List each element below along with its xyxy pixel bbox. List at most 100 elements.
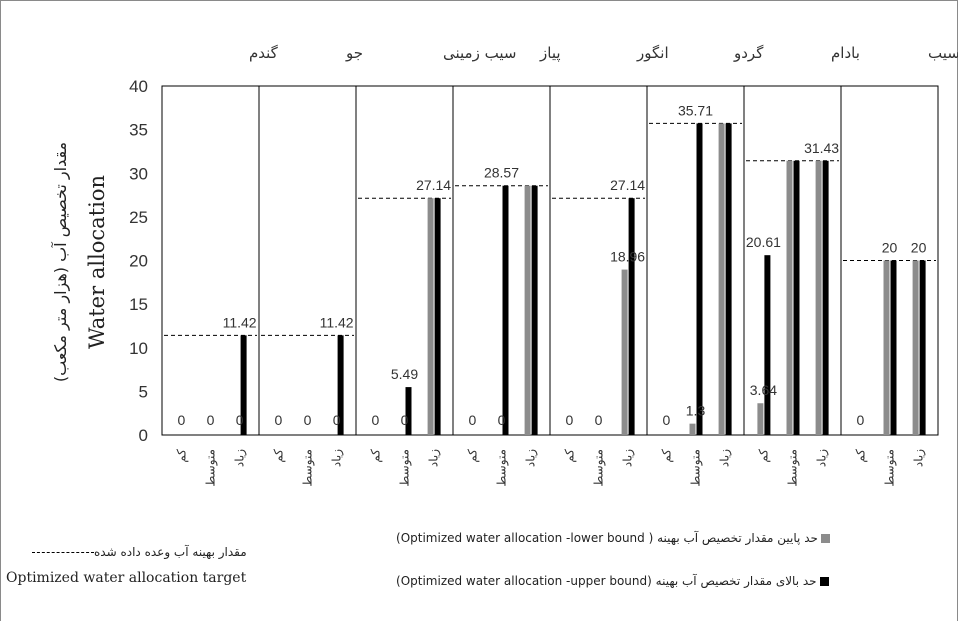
bar-lower: [524, 185, 531, 435]
data-label: 0: [595, 412, 603, 428]
x-tick-label: زیاد: [815, 449, 830, 467]
data-label: 5.49: [391, 366, 418, 382]
data-label: 0: [236, 412, 244, 428]
x-tick-label: متوسط: [301, 449, 316, 487]
x-tick-label: زیاد: [524, 449, 539, 467]
x-tick-label: متوسط: [592, 449, 607, 487]
data-label: 20: [882, 240, 898, 256]
data-label: 31.43: [804, 140, 839, 156]
legend-upper-bound: حد بالای مقدار تخصیص آب بهینه (Optimized…: [396, 574, 832, 588]
bar-upper: [890, 260, 897, 435]
x-tick-label: زیاد: [427, 449, 442, 467]
x-tick-label: متوسط: [398, 449, 413, 487]
bar-upper: [405, 387, 412, 435]
water-allocation-chart: 0 5 10 15 20 25 30 35 40 مقدار تخصیص آب (هزار متر…: [51, 44, 958, 487]
bar-lower: [718, 123, 725, 436]
y-tick-label: 35: [129, 121, 148, 140]
bar-upper: [502, 185, 509, 435]
bar-upper: [919, 260, 926, 435]
x-tick-label: کم: [271, 449, 285, 463]
data-label: 28.57: [484, 165, 519, 181]
x-tick-label: زیاد: [330, 449, 345, 467]
x-tick-label: کم: [756, 449, 770, 463]
x-tick-label: متوسط: [495, 449, 510, 487]
legend-target-en-label: Optimized water allocation target: [6, 570, 247, 586]
bar-upper: [240, 335, 247, 435]
x-tick-label: کم: [174, 449, 188, 463]
y-tick-label: 5: [139, 382, 148, 401]
data-label: 18.96: [610, 249, 645, 265]
group-label: گندم: [249, 44, 279, 62]
x-tick-label: زیاد: [912, 449, 927, 467]
legend-target-dash: [32, 552, 94, 553]
bar-lower: [912, 260, 919, 435]
bar-lower: [786, 160, 793, 435]
bar-upper: [764, 255, 771, 435]
x-tick-label: کم: [853, 449, 867, 463]
data-label: 1.3: [686, 403, 706, 419]
data-label: 27.14: [610, 177, 645, 193]
data-label: 11.42: [223, 314, 257, 330]
group-label: بادام: [831, 44, 860, 62]
data-label: 0: [333, 412, 341, 428]
x-tick-label: کم: [368, 449, 382, 463]
group-label: سیب: [928, 44, 958, 62]
y-tick-label: 40: [129, 77, 148, 96]
y-axis-label-en: Water allocation: [85, 175, 109, 349]
data-label: 0: [401, 412, 409, 428]
y-tick-label: 25: [129, 208, 148, 227]
group-label: سیب زمینی: [443, 44, 516, 62]
x-tick-label: کم: [659, 449, 673, 463]
x-tick-label: زیاد: [621, 449, 636, 467]
group-label: انگور: [636, 44, 669, 62]
data-label: 0: [304, 412, 312, 428]
x-tick-label: متوسط: [689, 449, 704, 487]
y-axis-label-fa: مقدار تخصیص آب (هزار متر مکعب): [51, 142, 71, 382]
legend-lower-swatch: [820, 534, 830, 543]
group-label: جو: [345, 44, 363, 62]
data-label: 0: [178, 412, 186, 428]
legend-lower-label: حد پایین مقدار تخصیص آب بهینه ( Optimize…: [396, 531, 818, 545]
data-label: 35.71: [678, 102, 713, 118]
legend-upper-swatch: [819, 577, 829, 586]
data-label: 20: [911, 240, 927, 256]
data-label: 0: [207, 412, 215, 428]
data-label: 0: [275, 412, 283, 428]
data-label: 11.42: [320, 314, 354, 330]
bar-lower: [815, 160, 822, 435]
legend-target-en: Optimized water allocation target: [6, 570, 246, 586]
bar-upper: [628, 198, 635, 435]
y-tick-label: 20: [129, 252, 148, 271]
bar-lower: [883, 260, 890, 435]
x-tick-label: زیاد: [233, 449, 248, 467]
y-tick-label: 10: [129, 339, 148, 358]
bar-lower: [621, 269, 628, 435]
x-tick-label: متوسط: [204, 449, 219, 487]
legend-lower-bound: حد پایین مقدار تخصیص آب بهینه ( Optimize…: [396, 531, 833, 545]
bar-upper: [434, 198, 441, 435]
data-label: 27.14: [416, 177, 451, 193]
y-tick-label: 30: [129, 164, 148, 183]
bar-upper: [822, 160, 829, 435]
y-tick-label: 15: [129, 295, 148, 314]
bar-lower: [757, 403, 764, 435]
bar-upper: [725, 123, 732, 436]
x-tick-label: متوسط: [786, 449, 801, 487]
bar-upper: [793, 160, 800, 435]
data-label: 0: [372, 412, 380, 428]
group-label: گردو: [733, 44, 764, 62]
bar-lower: [427, 198, 434, 435]
data-label: 0: [566, 412, 574, 428]
data-label: 20.61: [746, 234, 781, 250]
data-label: 3.64: [750, 382, 777, 398]
legend-target-fa: مقدار بهینه آب وعده داده شده: [26, 545, 247, 559]
bar-upper: [531, 185, 538, 435]
bar-upper: [696, 123, 703, 436]
x-tick-label: متوسط: [883, 449, 898, 487]
legend-upper-label: حد بالای مقدار تخصیص آب بهینه (Optimized…: [396, 574, 817, 588]
data-label: 0: [469, 412, 477, 428]
bar-upper: [337, 335, 344, 435]
group-label: پیاز: [539, 44, 561, 63]
data-label: 0: [857, 412, 865, 428]
data-label: 0: [498, 412, 506, 428]
